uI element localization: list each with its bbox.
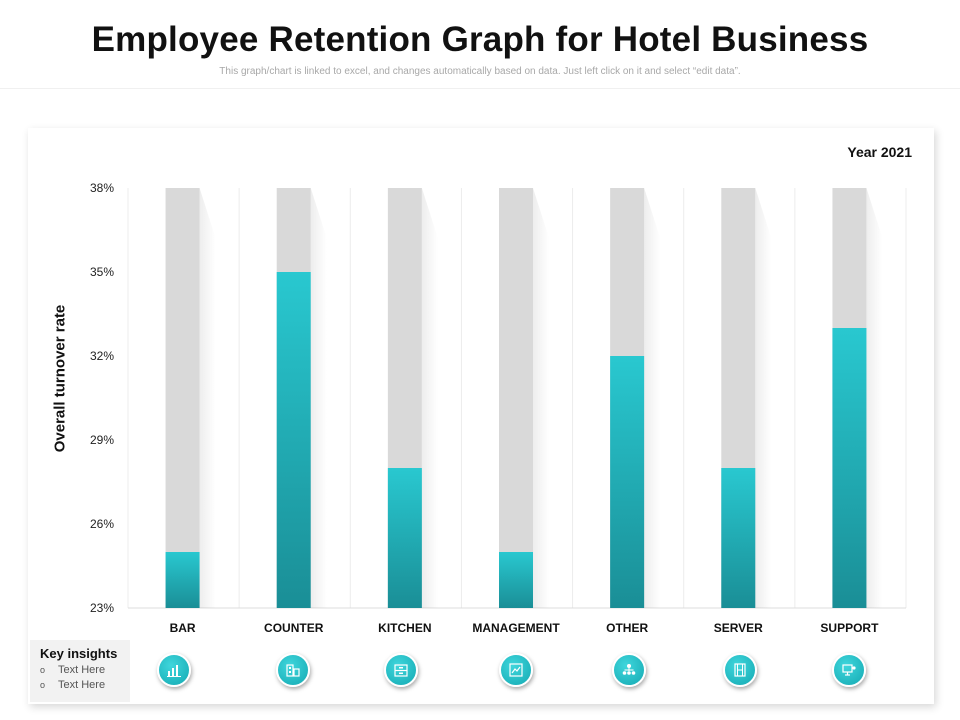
bar-chart-icon xyxy=(157,653,191,687)
bar-management xyxy=(499,552,533,608)
page-title: Employee Retention Graph for Hotel Busin… xyxy=(91,20,869,59)
key-insights-box: Key insights o Text Here o Text Here xyxy=(30,640,130,702)
chart-title: Year 2021 xyxy=(847,144,912,160)
bar-support xyxy=(832,328,867,608)
x-tick-label: SERVER xyxy=(714,621,763,635)
key-insight-text: Text Here xyxy=(58,679,106,691)
y-tick-label: 32% xyxy=(90,349,114,363)
bar-shadow xyxy=(310,188,327,608)
x-tick-label: COUNTER xyxy=(264,621,324,635)
bar-shadow xyxy=(755,188,772,608)
key-insight-item: o Text Here xyxy=(40,664,106,676)
support-desk-icon xyxy=(832,653,866,687)
bar-other xyxy=(610,356,645,608)
bar-counter xyxy=(276,272,311,608)
y-tick-label: 29% xyxy=(90,433,114,447)
y-tick-label: 23% xyxy=(90,601,114,615)
x-tick-label: OTHER xyxy=(606,621,648,635)
x-tick-label: MANAGEMENT xyxy=(472,621,560,635)
x-tick-label: SUPPORT xyxy=(820,621,879,635)
film-strip-icon xyxy=(723,653,757,687)
bar-shadow xyxy=(644,188,661,608)
y-tick-label: 38% xyxy=(90,181,114,195)
key-insight-item: o Text Here xyxy=(40,679,106,691)
bar-bar xyxy=(165,552,200,608)
bar-kitchen xyxy=(387,468,422,608)
bar-shadow xyxy=(199,188,216,608)
buildings-icon xyxy=(276,653,310,687)
key-insight-text: Text Here xyxy=(58,664,106,676)
team-hierarchy-icon xyxy=(612,653,646,687)
x-tick-label: KITCHEN xyxy=(378,621,431,635)
header-divider xyxy=(0,88,960,89)
y-tick-label: 26% xyxy=(90,517,114,531)
y-tick-label: 35% xyxy=(90,265,114,279)
x-tick-label: BAR xyxy=(170,621,196,635)
document-chart-icon xyxy=(499,653,533,687)
bar-track xyxy=(165,188,200,608)
cabinet-icon xyxy=(384,653,418,687)
bar-shadow xyxy=(533,188,549,608)
key-insights-title: Key insights xyxy=(40,646,118,661)
bar-shadow xyxy=(421,188,438,608)
y-axis-label: Overall turnover rate xyxy=(51,304,69,453)
bar-shadow xyxy=(866,188,883,608)
bar-track xyxy=(499,188,533,608)
page-subtitle: This graph/chart is linked to excel, and… xyxy=(219,66,741,77)
bar-server xyxy=(721,468,756,608)
